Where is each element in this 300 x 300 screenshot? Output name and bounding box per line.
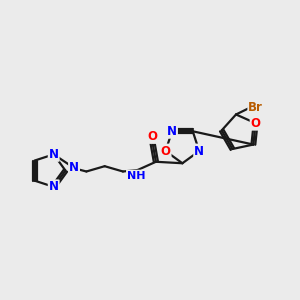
Text: N: N — [167, 125, 177, 138]
Text: N: N — [49, 148, 59, 161]
Text: NH: NH — [127, 171, 146, 181]
Text: N: N — [49, 180, 59, 194]
Text: Br: Br — [248, 101, 263, 115]
Text: N: N — [69, 161, 79, 175]
Text: O: O — [160, 145, 171, 158]
Text: O: O — [250, 117, 261, 130]
Text: O: O — [147, 130, 158, 143]
Text: N: N — [194, 145, 204, 158]
